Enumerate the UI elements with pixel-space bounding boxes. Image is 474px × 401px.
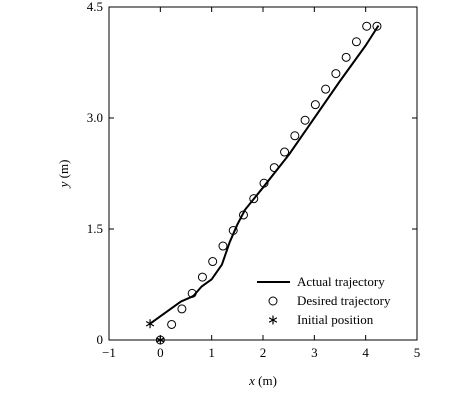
x-tick-label: 0	[157, 345, 164, 360]
legend-circle-swatch	[268, 296, 278, 306]
y-axis-unit: (m)	[56, 160, 71, 182]
legend-label: Actual trajectory	[297, 274, 385, 289]
actual-trajectory-line	[149, 24, 380, 325]
desired-trajectory-point	[310, 100, 320, 110]
desired-trajectory-point	[177, 304, 187, 314]
x-tick-label: 1	[208, 345, 215, 360]
desired-trajectory-point	[331, 69, 341, 79]
legend: Actual trajectory Desired trajectory Initi…	[257, 274, 391, 327]
x-tick-label: −1	[102, 345, 116, 360]
legend-entry: Initial position	[268, 312, 374, 327]
desired-trajectory-point	[372, 21, 382, 31]
legend-label: Desired trajectory	[297, 293, 391, 308]
desired-trajectory-point	[167, 319, 177, 329]
legend-entry: Desired trajectory	[268, 293, 391, 308]
x-axis-unit: (m)	[255, 373, 277, 388]
y-tick-label: 0	[97, 332, 104, 347]
x-tick-label: 3	[311, 345, 318, 360]
desired-trajectory-point	[362, 21, 372, 31]
y-axis-variable: y	[56, 181, 71, 189]
legend-label: Initial position	[297, 312, 374, 327]
desired-trajectory-point	[269, 163, 279, 173]
series-layer	[145, 21, 382, 345]
desired-trajectory-point	[187, 288, 197, 298]
legend-entry: Actual trajectory	[257, 274, 385, 289]
axis-ticks	[108, 6, 418, 341]
x-axis-variable: x	[248, 373, 255, 388]
plot-area-frame	[108, 6, 418, 341]
initial-position-marker	[145, 319, 155, 329]
desired-trajectory-point	[341, 52, 351, 62]
desired-trajectory-point	[321, 84, 331, 94]
desired-trajectory-point	[218, 241, 228, 251]
legend-star-swatch	[268, 315, 278, 325]
x-tick-label: 4	[362, 345, 369, 360]
x-axis-label: x (m)	[248, 373, 277, 388]
desired-trajectory-point	[208, 257, 218, 267]
desired-trajectory-point	[300, 115, 310, 125]
x-tick-label: 5	[414, 345, 421, 360]
desired-trajectory-point	[238, 210, 248, 220]
desired-trajectory-point	[228, 225, 238, 235]
y-tick-label: 1.5	[87, 221, 103, 236]
desired-trajectory-point	[280, 147, 290, 157]
desired-trajectory-point	[249, 194, 259, 204]
desired-trajectory-point	[290, 131, 300, 141]
y-tick-label: 3.0	[87, 110, 103, 125]
axis-tick-labels: −1 0 1 2 3 4 501.53.04.5	[87, 0, 421, 360]
desired-trajectory-point	[259, 178, 269, 188]
desired-trajectory-point	[351, 37, 361, 47]
y-tick-label: 4.5	[87, 0, 103, 14]
origin-star-marker	[156, 335, 165, 345]
y-axis-label: y (m)	[56, 160, 71, 190]
x-tick-label: 2	[260, 345, 267, 360]
desired-trajectory-point	[197, 272, 207, 282]
